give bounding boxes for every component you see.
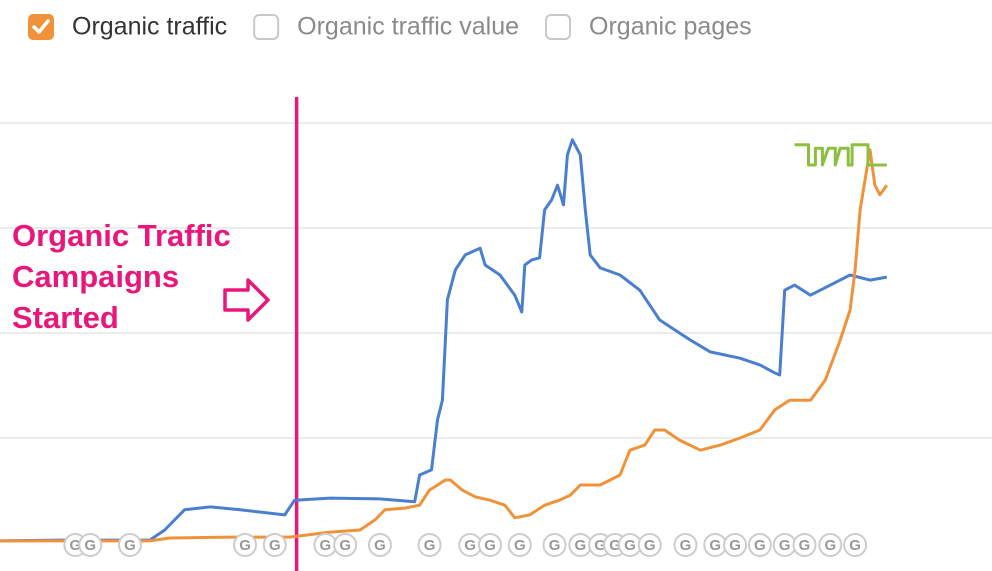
update-marker[interactable]: G (703, 533, 728, 557)
marker-label: G (624, 537, 636, 554)
update-marker[interactable]: G (313, 533, 338, 557)
marker-label: G (609, 537, 621, 554)
marker-label: G (320, 537, 332, 554)
annotation-text: Organic Traffic (12, 218, 231, 253)
marker-label: G (374, 537, 386, 554)
update-marker[interactable]: G (458, 533, 483, 557)
marker-circle (367, 533, 392, 557)
legend-item[interactable]: Organic pages (545, 13, 752, 41)
checkmark (32, 19, 50, 34)
marker-label: G (484, 537, 496, 554)
update-marker[interactable]: G (417, 533, 442, 557)
marker-label: G (824, 537, 836, 554)
update-marker[interactable]: G (818, 533, 843, 557)
marker-label: G (424, 537, 436, 554)
marker-label: G (124, 537, 136, 554)
checkbox[interactable] (253, 14, 280, 40)
marker-label: G (239, 537, 251, 554)
marker-label: G (779, 537, 791, 554)
update-marker[interactable]: G (78, 533, 103, 557)
marker-label: G (70, 537, 82, 554)
update-marker[interactable]: G (772, 533, 797, 557)
marker-label: G (849, 537, 861, 554)
legend-label: Organic traffic (72, 13, 227, 41)
marker-label: G (339, 537, 351, 554)
marker-label: G (84, 537, 96, 554)
marker-label: G (549, 537, 561, 554)
marker-circle (262, 533, 287, 557)
update-marker[interactable]: G (723, 533, 748, 557)
marker-circle (417, 533, 442, 557)
marker-circle (843, 533, 868, 557)
marker-circle (818, 533, 843, 557)
update-marker[interactable]: G (843, 533, 868, 557)
marker-label: G (729, 537, 741, 554)
marker-label: G (269, 537, 281, 554)
update-marker[interactable]: G (617, 533, 642, 557)
legend-label: Organic traffic value (297, 13, 519, 41)
marker-circle (507, 533, 532, 557)
marker-circle (723, 533, 748, 557)
marker-label: G (574, 537, 586, 554)
update-marker[interactable]: G (478, 533, 503, 557)
annotation-text: Started (12, 300, 119, 335)
marker-label: G (680, 537, 692, 554)
marker-circle (747, 533, 772, 557)
legend-item[interactable]: Organic traffic value (253, 13, 519, 41)
marker-label: G (799, 537, 811, 554)
annotation-arrow (223, 278, 270, 322)
marker-circle (792, 533, 817, 557)
marker-label: G (514, 537, 526, 554)
marker-label: G (709, 537, 721, 554)
marker-circle (117, 533, 142, 557)
annotation-text: Campaigns (12, 259, 179, 294)
legend-label: Organic pages (589, 13, 752, 41)
marker-circle (78, 533, 103, 557)
update-marker[interactable]: G (333, 533, 358, 557)
marker-label: G (594, 537, 606, 554)
update-marker[interactable]: G (262, 533, 287, 557)
update-marker[interactable]: G (637, 533, 662, 557)
series-line (0, 138, 888, 543)
marker-circle (673, 533, 698, 557)
marker-label: G (644, 537, 656, 554)
update-marker[interactable]: G (673, 533, 698, 557)
update-marker[interactable]: G (367, 533, 392, 557)
marker-circle (333, 533, 358, 557)
marker-label: G (464, 537, 476, 554)
series-line (0, 148, 889, 543)
checkbox[interactable] (545, 14, 572, 40)
update-marker[interactable]: G (747, 533, 772, 557)
marker-label: G (754, 537, 766, 554)
update-marker[interactable]: G (542, 533, 567, 557)
update-marker[interactable]: G (507, 533, 532, 557)
series-line (794, 143, 887, 167)
update-marker[interactable]: G (568, 533, 593, 557)
update-marker[interactable]: G (117, 533, 142, 557)
marker-circle (233, 533, 258, 557)
marker-circle (542, 533, 567, 557)
update-marker[interactable]: G (233, 533, 258, 557)
legend-item[interactable]: Organic traffic (28, 13, 227, 41)
update-marker[interactable]: G (792, 533, 817, 557)
marker-circle (478, 533, 503, 557)
marker-circle (637, 533, 662, 557)
